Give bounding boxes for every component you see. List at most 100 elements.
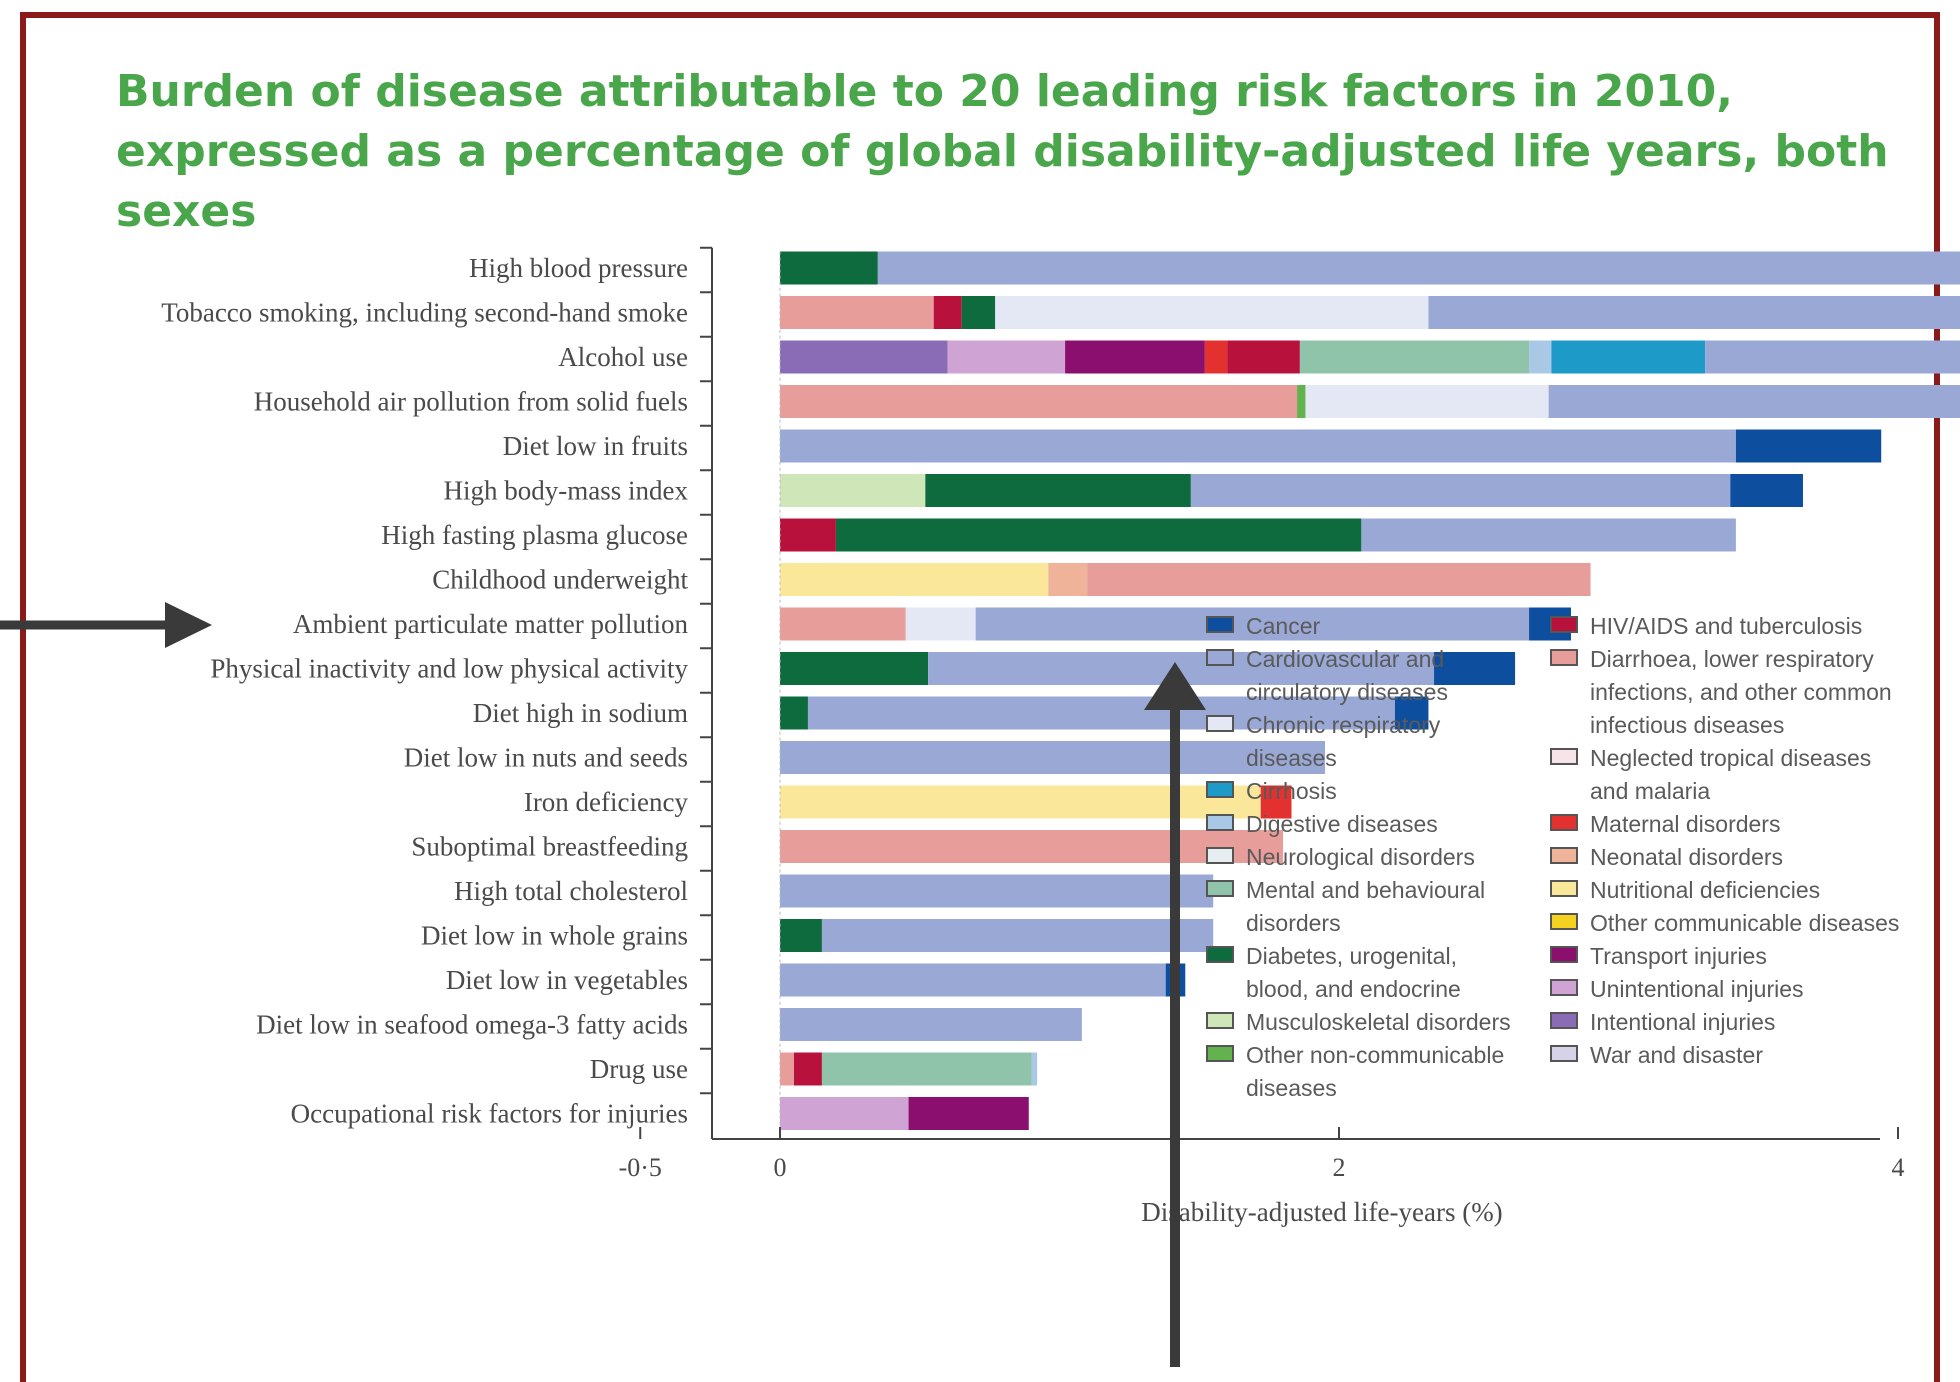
- bar-segment-alcohol-use-2: [1065, 340, 1205, 374]
- legend-swatch: [1550, 649, 1578, 666]
- bar-segment-household-air-pollution-from-solid-fuels-3: [1548, 385, 1960, 418]
- category-label-diet-low-in-whole-grains: Diet low in whole grains: [421, 921, 688, 951]
- legend-label-line: Digestive diseases: [1246, 811, 1438, 837]
- bars-layer: [780, 251, 1960, 1130]
- bar-segment-drug-use-2: [821, 1052, 1032, 1086]
- x-tick-label: 0: [774, 1153, 787, 1182]
- legend-label: Neurological disorders: [1246, 841, 1475, 874]
- legend-label: Cardiovascular and circulatory diseases: [1246, 643, 1448, 709]
- legend-label-line: Diabetes, urogenital,: [1246, 943, 1457, 969]
- legend-label-line: and malaria: [1590, 778, 1711, 804]
- category-label-high-fasting-plasma-glucose: High fasting plasma glucose: [381, 520, 688, 550]
- legend-label-line: Maternal disorders: [1590, 811, 1781, 837]
- legend-label-line: Neurological disorders: [1246, 844, 1475, 870]
- legend-label: Mental and behavioural disorders: [1246, 874, 1485, 940]
- legend-label-line: infectious diseases: [1590, 712, 1785, 738]
- bar-segment-childhood-underweight-1: [1048, 563, 1088, 596]
- legend-label: Diabetes, urogenital, blood, and endocrin…: [1246, 940, 1461, 1006]
- legend-label: Cancer: [1246, 610, 1320, 643]
- bar-segment-high-body-mass-index-0: [780, 474, 926, 507]
- bar-segment-tobacco-smoking-including-second-hand-smoke-3: [995, 296, 1429, 329]
- bar-segment-diet-high-in-sodium-2: [1394, 696, 1429, 730]
- bar-segment-diet-low-in-seafood-omega-3-fatty-acids-0: [780, 1008, 1082, 1041]
- bar-segment-diet-low-in-whole-grains-0: [780, 919, 822, 952]
- category-label-diet-low-in-vegetables: Diet low in vegetables: [446, 965, 688, 995]
- bar-segment-high-body-mass-index-3: [1730, 474, 1803, 507]
- bar-segment-alcohol-use-3: [1204, 340, 1228, 374]
- category-label-ambient-particulate-matter-pollution: Ambient particulate matter pollution: [293, 609, 689, 639]
- bar-segment-high-body-mass-index-1: [925, 474, 1191, 507]
- category-label-diet-high-in-sodium: Diet high in sodium: [473, 698, 688, 728]
- bar-segment-diet-low-in-nuts-and-seeds-0: [780, 741, 1326, 774]
- figure-frame: [20, 12, 1940, 1382]
- bar-segment-alcohol-use-8: [1705, 340, 1960, 374]
- category-label-tobacco-smoking-including-second-hand-smoke: Tobacco smoking, including second-hand s…: [161, 298, 688, 328]
- legend-label-line: Mental and behavioural: [1246, 877, 1486, 903]
- legend-label: Transport injuries: [1590, 940, 1767, 973]
- bar-segment-household-air-pollution-from-solid-fuels-1: [1297, 385, 1306, 418]
- legend-label-line: Nutritional deficiencies: [1590, 877, 1821, 903]
- legend-swatch: [1550, 847, 1578, 864]
- legend-label-line: diseases: [1246, 745, 1337, 771]
- legend-label: Nutritional deficiencies: [1590, 874, 1820, 907]
- category-label-occupational-risk-factors-for-injuries: Occupational risk factors for injuries: [291, 1099, 688, 1129]
- category-label-suboptimal-breastfeeding: Suboptimal breastfeeding: [411, 832, 688, 862]
- legend-swatch: [1550, 913, 1578, 930]
- bar-segment-drug-use-1: [793, 1052, 822, 1086]
- bar-segment-high-fasting-plasma-glucose-2: [1361, 518, 1736, 552]
- bar-segment-suboptimal-breastfeeding-0: [780, 830, 1284, 863]
- bar-segment-high-blood-pressure-0: [780, 251, 878, 285]
- legend-label-line: Cardiovascular and: [1246, 646, 1445, 672]
- bar-segment-high-blood-pressure-1: [877, 251, 1960, 285]
- bar-segment-tobacco-smoking-including-second-hand-smoke-0: [780, 296, 934, 329]
- legend-label-line: Diarrhoea, lower respiratory: [1590, 646, 1874, 672]
- legend-label: Chronic respiratory diseases: [1246, 709, 1440, 775]
- legend-swatch: [1206, 880, 1234, 897]
- legend-label: Neonatal disorders: [1590, 841, 1783, 874]
- legend-label-line: Unintentional injuries: [1590, 976, 1804, 1002]
- bar-segment-ambient-particulate-matter-pollution-0: [780, 607, 906, 641]
- left-arrow-icon: [0, 602, 212, 648]
- legend-label-line: diseases: [1246, 1075, 1337, 1101]
- bar-segment-alcohol-use-1: [947, 340, 1066, 374]
- legend-label-line: Cancer: [1246, 613, 1321, 639]
- bar-segment-high-total-cholesterol-0: [780, 874, 1214, 908]
- bar-segment-occupational-risk-factors-for-injuries-1: [908, 1097, 1029, 1130]
- x-axis-label: Disability-adjusted life-years (%): [1141, 1197, 1502, 1227]
- category-label-childhood-underweight: Childhood underweight: [432, 565, 688, 595]
- legend-label: Cirrhosis: [1246, 775, 1337, 808]
- legend-label: HIV/AIDS and tuberculosis: [1590, 610, 1862, 643]
- bar-segment-iron-deficiency-1: [1260, 785, 1292, 819]
- legend-label-line: Musculoskeletal disorders: [1246, 1009, 1511, 1035]
- category-labels: High blood pressure Tobacco smoking, incl…: [161, 253, 688, 1129]
- bar-segment-alcohol-use-7: [1551, 340, 1706, 374]
- bar-segment-physical-inactivity-and-low-physical-activity-2: [1434, 652, 1516, 685]
- bar-segment-ambient-particulate-matter-pollution-2: [975, 607, 1530, 641]
- legend-label: War and disaster: [1590, 1039, 1763, 1072]
- bar-segment-diet-low-in-whole-grains-1: [821, 919, 1214, 952]
- legend-swatch: [1206, 1045, 1234, 1062]
- legend-label-line: circulatory diseases: [1246, 679, 1448, 705]
- x-tick-label: -0·5: [619, 1153, 662, 1182]
- up-arrow-icon: [1144, 662, 1206, 1367]
- category-label-high-body-mass-index: High body-mass index: [444, 476, 689, 506]
- bar-segment-occupational-risk-factors-for-injuries-0: [780, 1097, 909, 1130]
- category-label-iron-deficiency: Iron deficiency: [524, 787, 689, 817]
- legend-label-line: Transport injuries: [1590, 943, 1767, 969]
- bar-segment-childhood-underweight-2: [1087, 563, 1591, 596]
- bar-segment-diet-low-in-vegetables-0: [780, 963, 1166, 997]
- legend-label-line: Chronic respiratory: [1246, 712, 1441, 738]
- legend-label: Other communicable diseases: [1590, 907, 1899, 940]
- bar-segment-childhood-underweight-0: [780, 563, 1049, 596]
- legend-swatch: [1206, 814, 1234, 831]
- category-label-alcohol-use: Alcohol use: [558, 342, 688, 372]
- bar-segment-alcohol-use-0: [780, 340, 948, 374]
- legend-label: Maternal disorders: [1590, 808, 1780, 841]
- category-label-diet-low-in-nuts-and-seeds: Diet low in nuts and seeds: [404, 743, 688, 773]
- legend-label-line: Neglected tropical diseases: [1590, 745, 1872, 771]
- category-label-high-total-cholesterol: High total cholesterol: [454, 876, 688, 906]
- bar-segment-drug-use-0: [780, 1052, 794, 1086]
- bar-segment-alcohol-use-5: [1299, 340, 1530, 374]
- bar-segment-high-body-mass-index-2: [1190, 474, 1731, 507]
